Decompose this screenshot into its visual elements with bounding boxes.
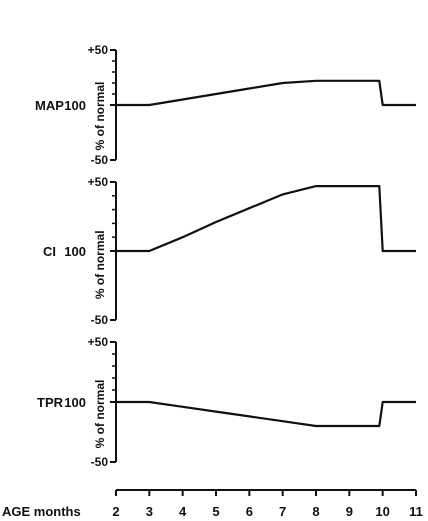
x-tick-label: 8 [312,504,319,519]
x-tick-label: 7 [279,504,286,519]
y-tick-label: 100 [64,244,86,259]
y-tick-label: 100 [64,395,86,410]
panel-map: +50 100 -50 MAP % of normal [35,43,416,167]
x-tick-label: 3 [146,504,153,519]
y-tick-label: -50 [91,153,109,167]
y-tick-label: 100 [64,98,86,113]
panel-label: TPR [37,395,64,410]
panel-label: CI [43,244,56,259]
panel-label: MAP [35,98,64,113]
y-tick-label: -50 [91,313,109,327]
x-tick-label: 5 [212,504,219,519]
y-tick-label: +50 [88,43,109,57]
panel-ci: +50 100 -50 CI % of normal [43,175,416,327]
x-tick-label: 10 [375,504,389,519]
y-tick-label: -50 [91,455,109,469]
y-axis-label: % of normal [93,82,107,151]
x-tick-label: 9 [346,504,353,519]
series-line-map [116,79,416,107]
x-axis-label: AGE months [2,504,81,519]
y-axis-label: % of normal [93,230,107,299]
x-tick-label: 4 [179,504,187,519]
series-line-ci [116,185,416,253]
panel-tpr: +50 100 -50 TPR % of normal [37,335,416,469]
x-tick-label: 2 [112,504,119,519]
x-tick-label: 6 [246,504,253,519]
x-axis: AGE months 2 3 4 5 6 7 8 9 10 11 [2,489,423,519]
y-axis-label: % of normal [93,380,107,449]
series-line-tpr [116,400,416,428]
y-tick-label: +50 [88,175,109,189]
chart-panels: +50 100 -50 MAP % of normal +50 100 -50 CI % of n… [35,43,416,469]
y-tick-label: +50 [88,335,109,349]
x-tick-label: 11 [409,504,423,519]
